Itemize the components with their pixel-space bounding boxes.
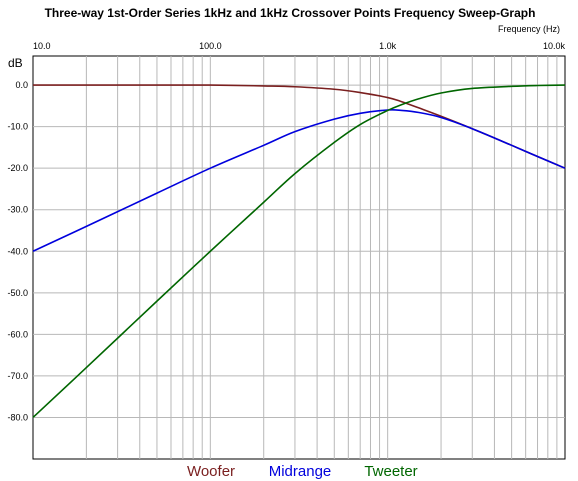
plot-frame (32, 55, 566, 460)
y-tick-label: -10.0 (7, 122, 28, 132)
y-tick-label: -20.0 (7, 163, 28, 173)
legend: Woofer Midrange Tweeter (187, 463, 418, 480)
x-tick-label: 1.0k (379, 41, 397, 51)
legend-entry-tweeter: Tweeter (364, 463, 417, 480)
y-tick-label: -60.0 (7, 329, 28, 339)
series-line-tweeter (32, 84, 566, 419)
legend-entry-midrange: Midrange (269, 463, 332, 480)
x-tick-labels: 10.0 100.0 1.0k 10.0k (33, 41, 565, 51)
legend-entry-woofer: Woofer (187, 463, 235, 480)
x-tick-label: 10.0k (543, 41, 566, 51)
y-tick-label: -30.0 (7, 205, 28, 215)
grid-lines (33, 56, 565, 459)
y-tick-label: 0.0 (15, 80, 28, 90)
series-line-midrange (32, 109, 566, 252)
y-axis-label: dB (8, 56, 23, 70)
y-tick-label: -80.0 (7, 412, 28, 422)
x-axis-label: Frequency (Hz) (498, 24, 560, 34)
series-lines (32, 84, 566, 419)
y-tick-labels: 0.0 -10.0 -20.0 -30.0 -40.0 -50.0 -60.0 -70.0 -8… (7, 80, 28, 422)
y-tick-label: -70.0 (7, 371, 28, 381)
chart-title: Three-way 1st-Order Series 1kHz and 1kHz… (45, 6, 536, 20)
x-tick-label: 100.0 (199, 41, 222, 51)
x-tick-label: 10.0 (33, 41, 51, 51)
y-tick-label: -40.0 (7, 246, 28, 256)
y-tick-label: -50.0 (7, 288, 28, 298)
